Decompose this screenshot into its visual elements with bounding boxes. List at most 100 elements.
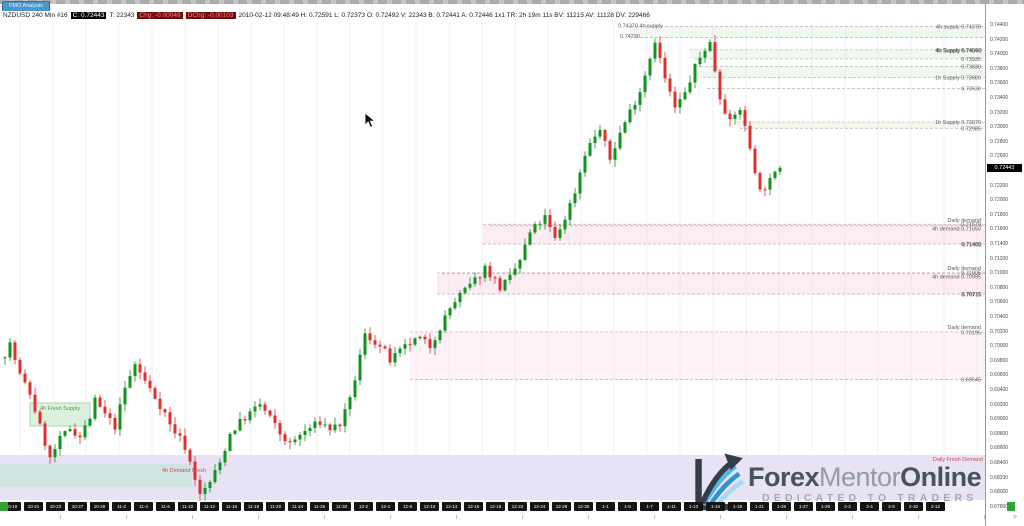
candle-body — [183, 435, 187, 450]
date-label: 12-14 — [442, 502, 461, 511]
date-label: 1-29 — [816, 502, 835, 511]
date-label: 2-4 — [860, 502, 879, 511]
price-axis[interactable]: 0.74400 0.74200 0.74000 0.73800 0.73600 0.734… — [985, 4, 1024, 526]
candle-body — [678, 99, 682, 108]
candle-body — [288, 441, 292, 443]
candle-body — [128, 376, 132, 388]
candle-body — [338, 424, 342, 427]
4h-demand-fresh-zone — [0, 464, 192, 487]
candle-body — [103, 406, 107, 414]
price-tick-label: 0.67800 — [990, 503, 1009, 510]
candle-body — [248, 411, 252, 421]
price-tick-label: 0.70800 — [990, 284, 1009, 291]
axis-minor-tick — [918, 515, 919, 519]
date-label: 10-27 — [68, 502, 87, 511]
candle-body — [778, 167, 782, 172]
price-tick-label: 0.69200 — [990, 401, 1009, 408]
logo-wordmark: ForexMentorOnline DEDICATED TO TRADERS — [748, 464, 982, 505]
price-tick-label: 0.69400 — [990, 386, 1009, 393]
candle-body — [48, 445, 52, 458]
candle-body — [733, 114, 737, 119]
price-tick-label: 0.69600 — [990, 372, 1009, 379]
time-axis[interactable]: 10-19 10-21 10-23 10-27 10-29 11-2 11-4 11-6 11-… — [0, 502, 1024, 526]
candle-body — [198, 479, 202, 494]
date-label: 11-30 — [332, 502, 351, 511]
date-label: 1-11 — [662, 502, 681, 511]
logo-tagline: DEDICATED TO TRADERS — [762, 492, 978, 504]
candle-body — [518, 259, 522, 269]
candle-body — [533, 224, 537, 233]
candle-body — [393, 353, 397, 363]
date-label: 2-2 — [838, 502, 857, 511]
level-label: 4h Supply 0.74060 — [935, 48, 981, 54]
candle-body — [618, 132, 622, 149]
date-label: 1-19 — [728, 502, 747, 511]
candle-body — [623, 122, 627, 133]
candle-body — [78, 435, 82, 438]
candle-body — [593, 136, 597, 144]
date-label: 1-21 — [750, 502, 769, 511]
candle-body — [8, 342, 12, 358]
supply-demand-zone — [630, 26, 985, 38]
candle-body — [228, 433, 232, 451]
candle-body — [268, 410, 272, 416]
candle-body — [148, 380, 152, 389]
level-label: Daily Fresh Demand — [933, 457, 983, 463]
candle-body — [478, 277, 482, 279]
scroll-right-arrow[interactable]: > — [1013, 514, 1018, 521]
level-label: 0.72985 — [961, 126, 981, 132]
candle-body — [123, 387, 127, 405]
candle-body — [168, 412, 172, 425]
supply-demand-zone — [737, 122, 985, 129]
candle-body — [663, 57, 667, 79]
price-tick-label: 0.68200 — [990, 474, 1009, 481]
price-tick-label: 0.73400 — [990, 94, 1009, 101]
price-tick-label: 0.68800 — [990, 430, 1009, 437]
candle-body — [773, 171, 777, 179]
candlestick-series[interactable] — [3, 35, 782, 502]
date-label: 11-24 — [288, 502, 307, 511]
status-text: NZDUSD 240 Min #16 — [3, 12, 68, 19]
date-label: 1-5 — [618, 502, 637, 511]
candle-body — [718, 71, 722, 100]
candle-body — [613, 148, 617, 160]
level-label: 4h Fresh Supply — [40, 406, 80, 412]
candle-body — [458, 292, 462, 303]
level-label: 0.71400 — [961, 242, 981, 248]
candle-body — [378, 344, 382, 347]
candle-body — [273, 415, 277, 424]
level-label: 4h Demand Fresh — [162, 468, 206, 474]
candle-body — [203, 487, 207, 494]
candle-body — [498, 278, 502, 291]
candle-body — [178, 433, 182, 436]
candle-body — [473, 277, 477, 284]
axis-corner-left[interactable] — [0, 502, 8, 511]
chart-status-bar: NZDUSD 240 Min #16 C: 0.72443 T: 22343 Chg:… — [3, 11, 1003, 21]
date-label: 12-4 — [376, 502, 395, 511]
price-tick-label: 0.70200 — [990, 328, 1009, 335]
candle-body — [578, 172, 582, 194]
level-label: 4h Supply 0.74060 — [936, 49, 982, 55]
window-top-strip — [0, 0, 1024, 4]
candle-body — [33, 394, 37, 412]
candle-body — [398, 348, 402, 354]
axis-minor-tick — [126, 515, 127, 519]
candle-body — [253, 406, 257, 412]
candle-body — [463, 287, 467, 293]
candle-body — [548, 215, 552, 227]
price-tick-label: 0.70400 — [990, 313, 1009, 320]
price-tick-label: 0.69000 — [990, 416, 1009, 423]
tab-fmo-analysis[interactable]: FMO Analysis — [2, 1, 50, 11]
date-label: 1-27 — [794, 502, 813, 511]
axis-corner-right[interactable] — [1007, 502, 1015, 511]
price-tick-label: 0.73800 — [990, 65, 1009, 72]
candle-body — [603, 130, 607, 141]
candle-body — [388, 348, 392, 363]
candle-body — [193, 461, 197, 480]
candle-body — [323, 424, 327, 426]
axis-minor-tick — [984, 515, 985, 519]
axis-minor-tick — [588, 515, 589, 519]
price-tick-label: 0.70000 — [990, 343, 1009, 350]
price-tick-label: 0.71000 — [990, 270, 1009, 277]
